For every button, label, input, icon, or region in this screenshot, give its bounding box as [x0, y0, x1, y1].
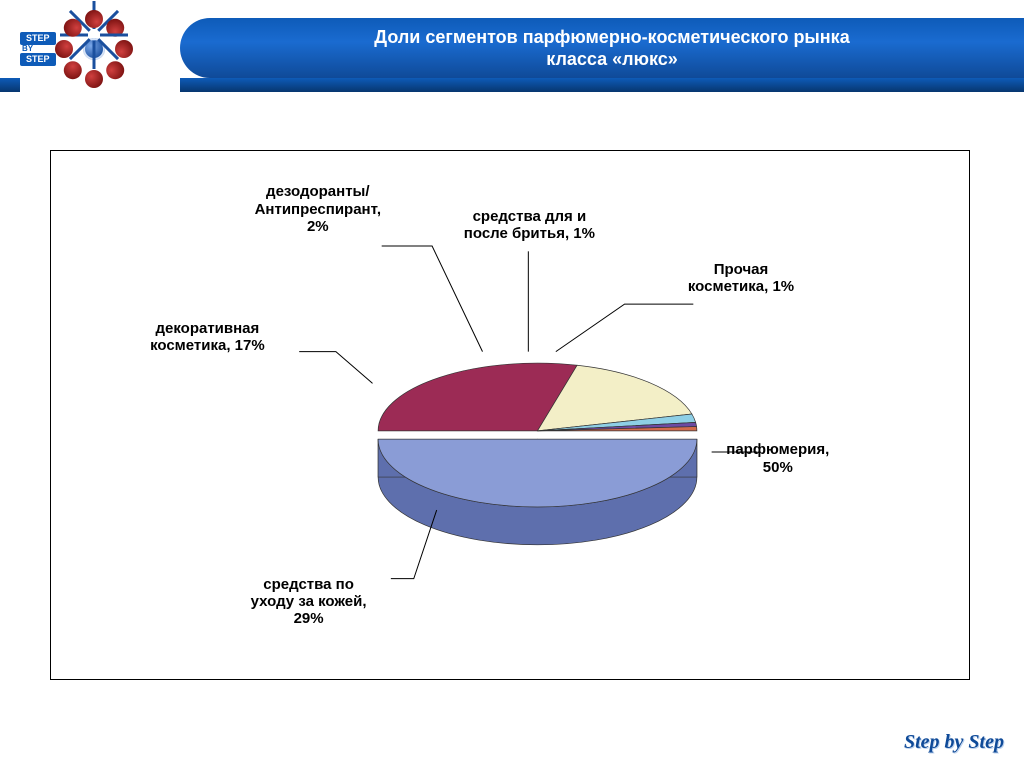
segment-label-deodorant: дезодоранты/ Антипреспирант, 2%: [255, 183, 381, 235]
segment-label-skincare: средства по уходу за кожей, 29%: [251, 576, 367, 628]
segment-label-perfume: парфюмерия, 50%: [726, 441, 829, 476]
footer-brand-text: Step by Step: [904, 731, 1004, 754]
logo-wheel-icon: [62, 17, 126, 81]
chart-frame: парфюмерия, 50% средства по уходу за коже…: [50, 150, 970, 680]
slide-title: Доли сегментов парфюмерно-косметического…: [374, 26, 849, 71]
logo-word-step-2: STEP: [20, 53, 56, 66]
brand-logo: STEP BY STEP: [20, 4, 180, 94]
slide-header: Доли сегментов парфюмерно-косметического…: [0, 0, 1024, 100]
segment-label-other: Прочая косметика, 1%: [688, 261, 794, 296]
logo-word-by: BY: [20, 45, 35, 53]
title-band: Доли сегментов парфюмерно-косметического…: [180, 18, 1024, 78]
segment-label-makeup: декоративная косметика, 17%: [150, 319, 265, 354]
segment-label-shaving: средства для и после бритья, 1%: [464, 208, 595, 243]
pie-chart: парфюмерия, 50% средства по уходу за коже…: [51, 151, 969, 679]
logo-text: STEP BY STEP: [20, 32, 56, 66]
